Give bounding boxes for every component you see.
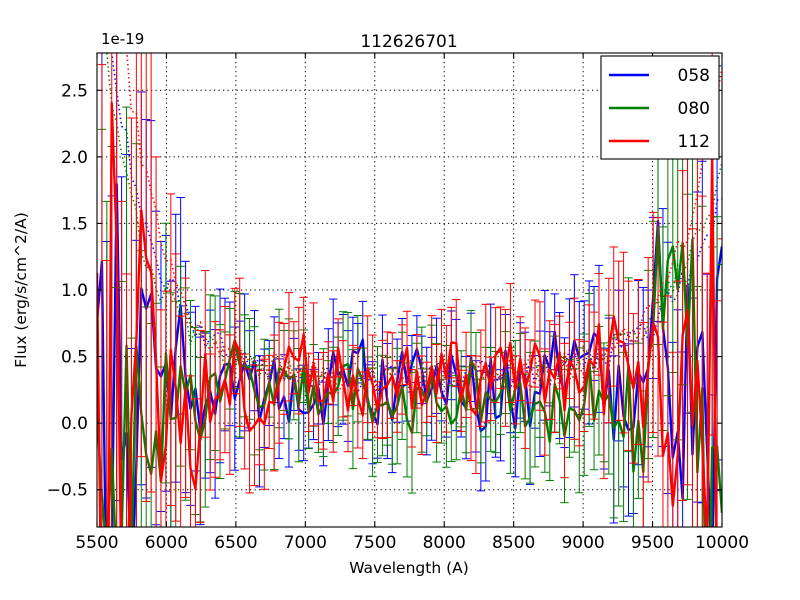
data-series-group [97,53,722,527]
legend-label-112[interactable]: 112 [678,132,710,152]
y-tick-label: −0.5 [47,481,88,501]
y-axis-offset-label: 1e-19 [101,30,144,48]
legend-label-058[interactable]: 058 [678,66,710,86]
x-tick-label: 10000 [695,533,749,553]
x-axis-label: Wavelength (A) [349,559,469,577]
spectrum-line-080 [97,226,722,527]
axes-frame [96,52,723,528]
x-tick-label: 9000 [561,533,604,553]
plot-title: 112626701 [360,32,457,52]
x-tick-label: 7000 [284,533,327,553]
x-tick-label: 9500 [631,533,674,553]
x-tick-label: 8500 [492,533,535,553]
y-tick-label: 1.5 [61,214,88,234]
x-tick-labels: 5500 6000 6500 7000 7500 8000 8500 9000 9500 1000… [75,533,749,553]
y-tick-labels: −0.5 0.0 0.5 1.0 1.5 2.0 2.5 [47,81,88,500]
y-tick-label: 0.5 [61,348,88,368]
y-tick-label: 0.0 [61,414,88,434]
x-tick-label: 5500 [75,533,118,553]
y-tick-label: 1.0 [61,281,88,301]
error-magnitude-trace-080 [106,53,722,392]
legend[interactable]: 058 080 112 [600,55,720,160]
x-tick-label: 6500 [214,533,257,553]
x-tick-label: 8000 [423,533,466,553]
y-tick-label: 2.5 [61,81,88,101]
x-tick-label: 7500 [353,533,396,553]
spectrum-line-112 [97,102,718,527]
x-tick-label: 6000 [145,533,188,553]
y-axis-label: Flux (erg/s/cm^2/A) [12,212,30,368]
legend-label-080[interactable]: 080 [678,99,710,119]
y-tick-label: 2.0 [61,148,88,168]
